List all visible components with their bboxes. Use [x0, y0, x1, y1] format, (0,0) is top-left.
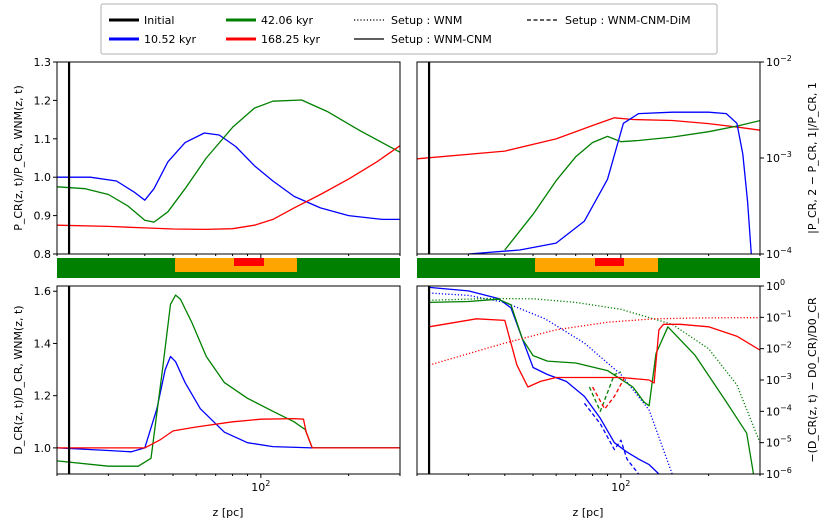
phase-bar-left: [57, 258, 400, 278]
y-tick-label: 0.8: [34, 248, 52, 261]
series-group: [417, 62, 760, 254]
legend-entry-initial: Initial: [109, 14, 174, 27]
panel-bottom-left: 1.0 1.2 1.4 1.6 102: [34, 285, 401, 494]
ylabel-bottom-right: −(D_CR(z, t) − D0_CR)/D0_CR: [806, 297, 819, 463]
series-line: [583, 402, 640, 474]
series-group: [427, 286, 760, 474]
axes-frame: [416, 61, 761, 255]
ylabel-top-left: P_CR(z, t)/P_CR, WNM(z, t): [12, 85, 25, 231]
series-line: [57, 355, 400, 453]
series-line: [57, 294, 400, 467]
panel-top-left: 0.8 0.9 1.0 1.1 1.2 1.3: [34, 56, 401, 261]
y-tick-label: 10−4: [766, 246, 792, 261]
xlabel-bottom-right: z [pc]: [573, 506, 604, 519]
y-tick-label: 1.0: [34, 442, 52, 455]
legend-entry-10kyr: 10.52 kyr: [109, 33, 196, 46]
y-tick-label: 1.3: [34, 56, 52, 69]
series-group: [57, 286, 400, 474]
legend: Initial 10.52 kyr 42.06 kyr 168.25 kyr S…: [100, 3, 718, 55]
x-tick-label: 102: [611, 479, 630, 494]
x-tick-label: 102: [251, 479, 270, 494]
ylabel-top-right: |P_CR, 2 − P_CR, 1|/P_CR, 1: [806, 82, 819, 234]
axes-frame: [56, 285, 401, 475]
series-line: [429, 292, 673, 474]
y-tick-label: 10−3: [766, 372, 792, 387]
legend-entry-wnm: Setup : WNM: [354, 14, 462, 27]
series-line: [468, 111, 752, 254]
series-line: [588, 371, 622, 412]
xlabel-bottom-left: z [pc]: [213, 506, 244, 519]
y-tick-label: 10−6: [766, 466, 792, 481]
legend-box: [100, 3, 718, 55]
legend-label-168kyr: 168.25 kyr: [261, 33, 320, 46]
series-line: [504, 119, 760, 251]
legend-label-wnm: Setup : WNM: [391, 14, 462, 27]
y-tick-label: 1.6: [34, 285, 52, 298]
phase-dim-region: [234, 258, 264, 266]
y-tick-label: 1.1: [34, 133, 52, 146]
y-tick-label: 10−4: [766, 403, 792, 418]
ylabel-bottom-left: D_CR(z, t)/D_CR, WNM(z, t): [12, 305, 25, 454]
panel-bottom-right: 10−6 10−5 10−4 10−3 10−2 10−1 100 102: [416, 278, 792, 494]
y-tick-label: 10−5: [766, 435, 792, 450]
series-line: [592, 377, 626, 410]
y-tick-label: 100: [766, 278, 785, 293]
series-line: [57, 145, 400, 231]
y-tick-label: 10−1: [766, 309, 792, 324]
legend-entry-wnm-cnm: Setup : WNM-CNM: [354, 33, 492, 46]
legend-label-wnm-cnm-dim: Setup : WNM-CNM-DiM: [565, 14, 691, 27]
series-line: [429, 298, 755, 474]
series-line: [429, 297, 760, 443]
series-line: [428, 317, 760, 366]
legend-label-initial: Initial: [144, 14, 174, 27]
legend-label-10kyr: 10.52 kyr: [144, 33, 196, 46]
series-line: [57, 132, 400, 221]
phase-dim-region: [595, 258, 624, 266]
series-line: [417, 117, 760, 160]
legend-label-42kyr: 42.06 kyr: [261, 14, 313, 27]
legend-label-wnm-cnm: Setup : WNM-CNM: [391, 33, 492, 46]
series-line: [428, 318, 760, 388]
series-group: [57, 62, 400, 254]
y-tick-label: 10−2: [766, 341, 792, 356]
y-tick-label: 1.2: [34, 390, 52, 403]
y-tick-label: 1.0: [34, 171, 52, 184]
series-line: [57, 99, 400, 223]
axes-frame: [56, 61, 401, 255]
panel-top-right: 10−4 10−3 10−2: [416, 54, 792, 261]
series-line: [57, 417, 400, 449]
y-tick-label: 10−3: [766, 150, 792, 165]
y-tick-label: 10−2: [766, 54, 792, 69]
legend-entry-wnm-cnm-dim: Setup : WNM-CNM-DiM: [527, 14, 691, 27]
y-tick-label: 1.4: [34, 337, 52, 350]
legend-entry-168kyr: 168.25 kyr: [226, 33, 320, 46]
y-tick-label: 1.2: [34, 94, 52, 107]
legend-entry-42kyr: 42.06 kyr: [226, 14, 313, 27]
phase-bar-right: [417, 258, 760, 278]
y-tick-label: 0.9: [34, 210, 52, 223]
axes-frame: [416, 285, 761, 475]
